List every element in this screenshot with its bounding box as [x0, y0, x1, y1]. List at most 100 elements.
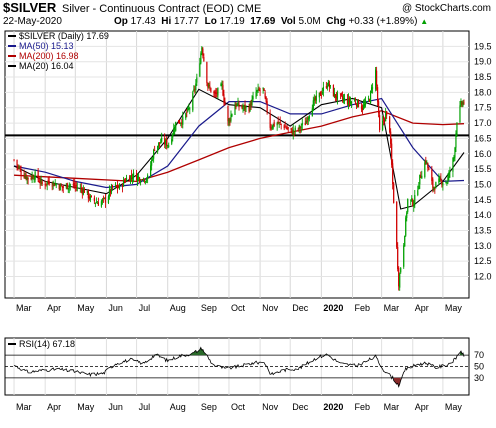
price-candle-body: [361, 107, 364, 111]
price-candle-body: [363, 103, 366, 106]
price-candle-body: [115, 185, 118, 187]
price-candle-body: [107, 196, 110, 204]
price-candle-body: [374, 69, 377, 90]
price-candle-body: [265, 96, 267, 102]
price-candle-body: [33, 179, 35, 180]
price-candle-body: [61, 186, 63, 188]
price-candle-body: [421, 175, 423, 179]
price-candle-body: [428, 168, 430, 171]
price-candle-body: [462, 102, 464, 106]
price-candle-body: [392, 163, 394, 185]
price-candle-body: [329, 85, 332, 87]
legend-silver-daily-label: $SILVER (Daily) 17.69: [19, 31, 109, 41]
price-candle-body: [82, 188, 84, 195]
price-candle-body: [51, 185, 53, 187]
price-candle-body: [459, 105, 461, 123]
price-candle-body: [135, 173, 138, 181]
price-candle-body: [109, 189, 112, 193]
price-candle-body: [406, 212, 408, 218]
price-candle-body: [412, 199, 414, 206]
chart-subtitle: Silver - Continuous Contract (EOD) CME: [62, 3, 261, 15]
price-candle-body: [326, 85, 328, 88]
rsi-x-tick-label: Aug: [170, 402, 186, 412]
price-candle-body: [313, 98, 315, 101]
price-candle-body: [461, 102, 463, 105]
price-candle-body: [418, 185, 420, 190]
price-candle-body: [179, 123, 181, 124]
price-candle-body: [147, 175, 149, 180]
price-candle-body: [311, 108, 313, 117]
price-candle-body: [66, 183, 68, 190]
price-candle-body: [320, 94, 322, 96]
price-candle-body: [420, 175, 422, 178]
price-candle-body: [291, 130, 293, 135]
price-candle-body: [441, 181, 443, 185]
price-candle-body: [360, 105, 363, 110]
price-candle-body: [258, 89, 260, 91]
rsi-line: [13, 346, 465, 388]
price-candle-body: [434, 188, 436, 190]
price-candle-body: [299, 127, 301, 129]
price-candle-body: [307, 117, 309, 120]
price-candle-body: [385, 111, 387, 122]
price-candle-body: [202, 48, 204, 56]
price-candle-body: [439, 178, 441, 181]
price-x-tick-label: Dec: [292, 303, 309, 313]
price-candle-body: [114, 185, 117, 187]
price-candle-body: [403, 245, 405, 267]
price-x-tick-label: May: [77, 303, 95, 313]
price-candle-body: [132, 172, 135, 178]
vol-value: 5.0M: [298, 16, 321, 27]
price-candle-body: [227, 106, 229, 122]
price-candle-body: [221, 84, 223, 85]
price-candle-body: [59, 183, 61, 191]
price-candle-body: [16, 159, 18, 166]
price-y-tick-label: 15.0: [474, 179, 492, 189]
price-y-tick-label: 15.5: [474, 164, 492, 174]
price-candle-body: [25, 174, 27, 180]
price-x-tick-label: Apr: [415, 303, 429, 313]
price-candle-body: [151, 159, 153, 166]
price-candle-body: [80, 187, 82, 190]
price-candle-body: [431, 169, 433, 182]
price-candle-body: [364, 100, 367, 105]
price-candle-body: [438, 178, 440, 183]
price-candle-body: [229, 119, 231, 121]
price-candle-body: [89, 195, 91, 200]
price-candle-body: [248, 106, 250, 112]
price-candle-body: [238, 103, 240, 108]
price-candle-body: [167, 145, 169, 147]
price-candle-body: [449, 171, 451, 173]
price-x-tick-label: May: [445, 303, 463, 313]
price-candle-body: [292, 129, 294, 135]
price-candle-body: [404, 235, 406, 247]
stockcharts-brand[interactable]: @ StockCharts.com: [401, 3, 491, 14]
rsi-x-tick-label: Dec: [292, 402, 309, 412]
legend-ma200-swatch: [8, 55, 16, 57]
price-candle-body: [271, 127, 273, 129]
price-candle-body: [256, 90, 258, 92]
price-candle-body: [178, 120, 180, 124]
price-candle-body: [252, 96, 254, 100]
price-candle-body: [390, 131, 392, 144]
price-candle-body: [411, 198, 413, 201]
price-y-tick-label: 12.5: [474, 256, 492, 266]
price-candle-body: [150, 165, 152, 177]
price-candle-body: [325, 86, 327, 88]
price-candle-body: [94, 202, 96, 204]
price-candle-body: [356, 99, 359, 107]
price-candle-body: [305, 120, 307, 124]
price-candle-body: [47, 180, 49, 183]
price-candle-body: [88, 196, 90, 199]
price-candle-body: [75, 184, 77, 187]
price-candle-body: [116, 185, 119, 189]
price-candle-body: [173, 128, 175, 135]
price-candle-body: [45, 183, 47, 185]
price-candle-body: [220, 83, 222, 87]
price-candle-body: [350, 101, 353, 104]
high-label: Hi: [161, 16, 172, 27]
price-candle-body: [413, 205, 415, 207]
price-candle-body: [425, 160, 427, 163]
price-candle-body: [384, 119, 386, 121]
